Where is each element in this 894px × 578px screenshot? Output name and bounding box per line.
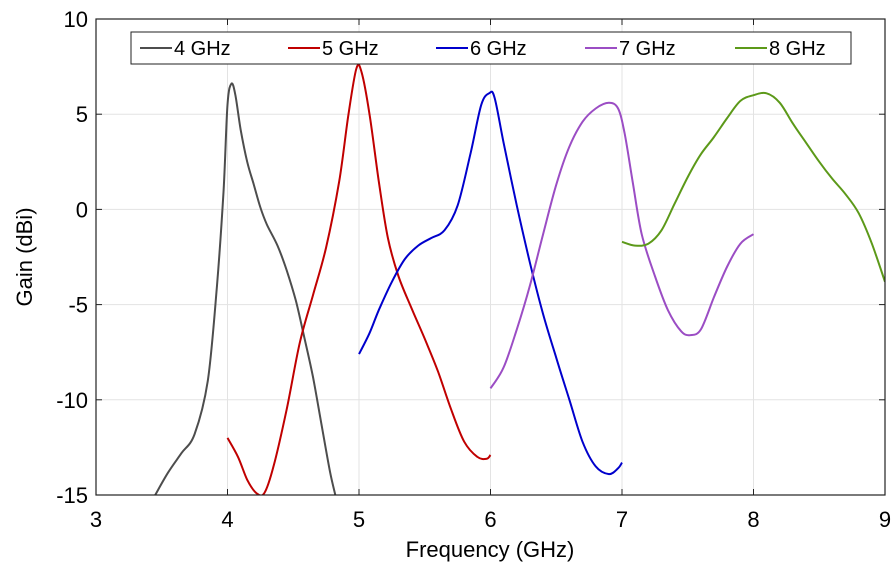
legend: 4 GHz 5 GHz 6 GHz 7 GHz 8 GHz	[130, 31, 852, 65]
x-tick-label: 8	[747, 507, 759, 532]
series-line-6-ghz	[358, 90, 623, 476]
y-tick-label: -10	[56, 388, 88, 413]
legend-label-8-ghz: 8 GHz	[769, 38, 826, 60]
series-line-5-ghz	[226, 63, 492, 495]
y-tick-label: -15	[56, 483, 88, 508]
series-line-8-ghz	[621, 91, 885, 283]
x-tick-label: 7	[616, 507, 628, 532]
ticks: 3 4 5 6 7 8 9 -15 -10 -5 0 5 10	[56, 7, 891, 532]
y-tick-label: -5	[68, 293, 88, 318]
series-line-7-ghz	[489, 101, 755, 389]
legend-label-4-ghz: 4 GHz	[174, 38, 231, 60]
legend-label-7-ghz: 7 GHz	[619, 38, 676, 60]
x-tick-label: 4	[221, 507, 233, 532]
series-line-4-ghz	[154, 82, 337, 495]
x-tick-label: 6	[484, 507, 496, 532]
y-tick-label: 5	[76, 102, 88, 127]
x-tick-label: 9	[879, 507, 891, 532]
legend-label-6-ghz: 6 GHz	[470, 38, 527, 60]
x-tick-label: 5	[353, 507, 365, 532]
y-tick-label: 10	[64, 7, 88, 32]
y-tick-label: 0	[76, 197, 88, 222]
x-tick-label: 3	[90, 507, 102, 532]
legend-box	[130, 31, 852, 65]
y-axis-title: Gain (dBi)	[12, 207, 37, 306]
legend-label-5-ghz: 5 GHz	[322, 38, 379, 60]
series-layer	[154, 63, 885, 495]
x-axis-title: Frequency (GHz)	[406, 537, 575, 562]
